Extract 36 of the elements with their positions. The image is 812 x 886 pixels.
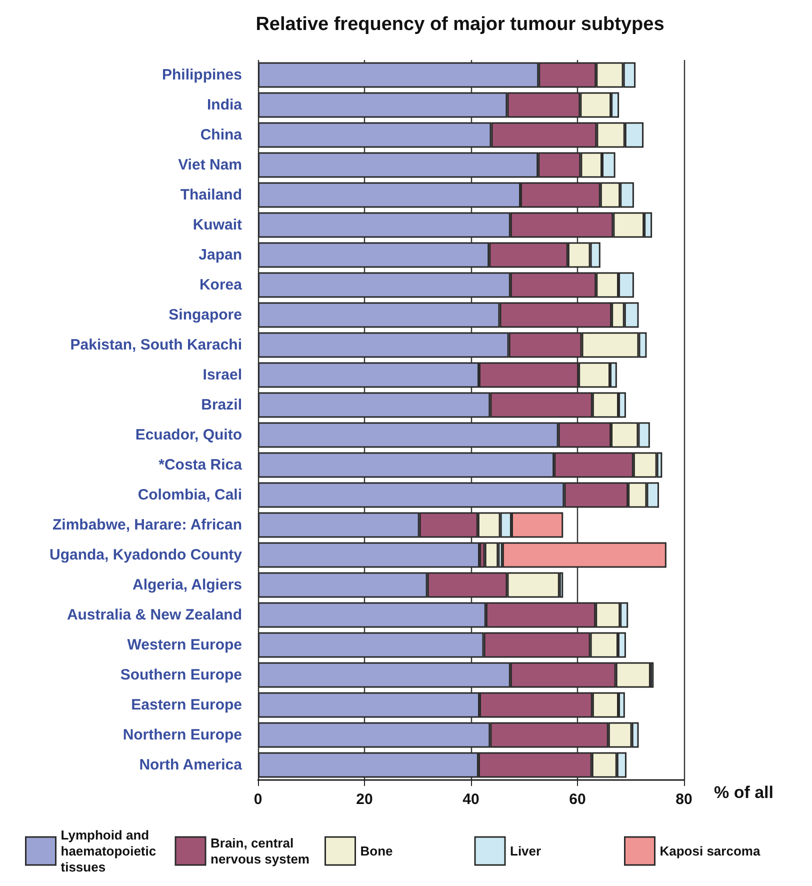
y-tick-label: Colombia, Cali xyxy=(138,486,242,504)
y-tick-label: Ecuador, Quito xyxy=(135,426,242,444)
y-tick-label: North America xyxy=(139,756,243,774)
legend-label: Brain, central nervous system xyxy=(210,836,310,866)
y-tick-label: Kuwait xyxy=(192,216,242,234)
y-tick-label: Western Europe xyxy=(127,636,242,654)
y-tick-label: Thailand xyxy=(180,186,242,204)
x-tick-label: 60 xyxy=(569,791,586,808)
y-tick-label: Zimbabwe, Harare: African xyxy=(52,516,242,534)
y-tick-label: China xyxy=(200,126,243,144)
y-tick-label: Philippines xyxy=(162,66,242,84)
legend-label: Liver xyxy=(510,844,542,858)
x-tick-label: 0 xyxy=(254,791,262,808)
y-tick-label: Uganda, Kyadondo County xyxy=(50,546,243,564)
y-tick-label: Algeria, Algiers xyxy=(132,576,242,594)
x-axis-title: % of all xyxy=(714,783,774,802)
y-tick-label: Japan xyxy=(198,246,242,264)
chart-title: Relative frequency of major tumour subtypes xyxy=(256,14,664,35)
y-tick-label: Northern Europe xyxy=(122,726,242,744)
y-tick-label: Pakistan, South Karachi xyxy=(70,336,242,354)
legend-label: Bone xyxy=(360,844,393,858)
y-tick-label: *Costa Rica xyxy=(158,456,243,474)
y-tick-label: Israel xyxy=(202,366,242,384)
y-tick-label: Eastern Europe xyxy=(131,696,242,714)
x-tick-label: 80 xyxy=(676,791,692,808)
y-tick-label: Brazil xyxy=(201,396,242,414)
y-tick-label: Southern Europe xyxy=(120,666,242,684)
y-tick-label: Singapore xyxy=(168,306,242,324)
x-tick-label: 20 xyxy=(356,791,373,808)
legend-label: Lymphoid and haematopoietic tissues xyxy=(60,828,160,874)
y-tick-label: Australia & New Zealand xyxy=(66,606,242,624)
y-tick-label: Korea xyxy=(199,276,243,294)
y-tick-label: India xyxy=(206,96,243,114)
y-tick-label: Viet Nam xyxy=(178,156,242,174)
x-tick-label: 40 xyxy=(462,791,480,808)
legend-label: Kaposi sarcoma xyxy=(660,844,761,858)
